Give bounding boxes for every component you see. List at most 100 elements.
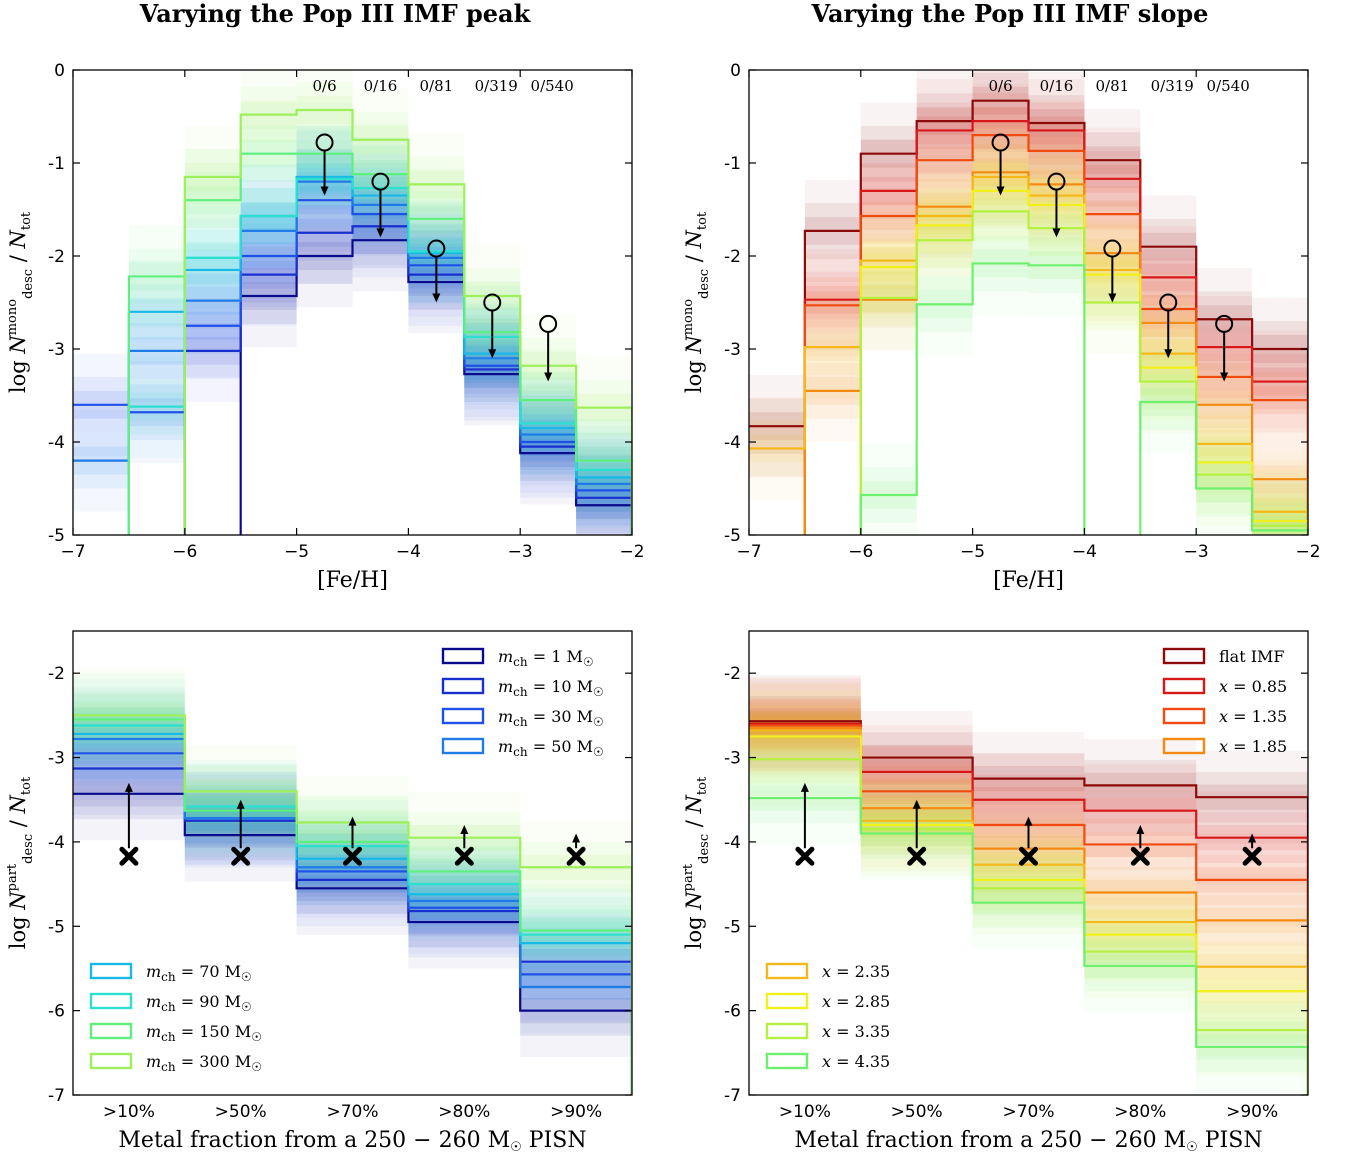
- y-axis-label: log Nmonodesc / Ntot: [681, 211, 712, 393]
- y-axis-label-part: N: [6, 230, 30, 250]
- legend-label: x = 2.35: [822, 962, 890, 981]
- bin-count-annotation: 0/319: [1151, 77, 1194, 95]
- x-tick-label: −5: [284, 542, 309, 562]
- y-tick-label: -2: [48, 664, 65, 684]
- series-line-3: [803, 134, 1308, 535]
- legend-label: x = 1.85: [1219, 737, 1287, 756]
- legend-label-part: x: [822, 992, 831, 1011]
- x-tick-label: −6: [848, 542, 873, 562]
- legend-label: x = 3.35: [822, 1022, 890, 1041]
- band-7-10: [1252, 497, 1308, 535]
- bin-count-annotation: 0/81: [420, 77, 454, 95]
- bin-count-annotation: 0/16: [364, 77, 398, 95]
- legend-label-part: = 1 M: [528, 647, 583, 666]
- legend-swatch: [441, 707, 485, 725]
- legend-swatch: [441, 737, 485, 755]
- x-axis-label: [Fe/H]: [317, 568, 388, 593]
- legend-swatch: [1162, 737, 1206, 755]
- band-8-3: [860, 443, 917, 535]
- legend-label-part: ch: [513, 685, 528, 699]
- legend-label-part: = 150 M: [176, 1022, 252, 1041]
- legend-label-part: m: [498, 677, 513, 696]
- y-tick-label: -4: [48, 433, 65, 453]
- lower-limit-marker: [1242, 846, 1262, 866]
- legend-swatch: [89, 962, 133, 980]
- legend-label-part: x: [822, 962, 831, 981]
- y-tick-label: -3: [48, 340, 65, 360]
- bin-count-annotation: 0/319: [475, 77, 518, 95]
- x-tick-label: −7: [60, 542, 85, 562]
- band-3-10: [576, 439, 632, 535]
- y-tick-label: -5: [48, 917, 65, 937]
- legend-label-part: = 2.35: [831, 962, 890, 981]
- lower-limit-arrowhead: [460, 825, 469, 835]
- y-axis-label-part: mono: [681, 299, 696, 336]
- legend-label-part: = 50 M: [528, 737, 593, 756]
- y-tick-label: -5: [724, 917, 741, 937]
- legend-swatch: [441, 647, 485, 665]
- legend-label-part: = 0.85: [1228, 677, 1287, 696]
- legend-label-part: ☉: [241, 970, 252, 984]
- lower-limit-marker: [119, 846, 139, 866]
- y-tick-label: -2: [724, 664, 741, 684]
- title-right: Varying the Pop III IMF slope: [811, 0, 1209, 28]
- legend-label-part: m: [498, 737, 513, 756]
- legend-swatch: [89, 1022, 133, 1040]
- x-axis-label-part: ☉: [1186, 1140, 1198, 1155]
- y-axis-label-part: log: [6, 910, 30, 949]
- lower-limit-arrowhead: [1136, 825, 1145, 835]
- y-tick-label: -3: [724, 749, 741, 769]
- lower-limit-arrowhead: [1024, 816, 1033, 826]
- y-axis-label-part: part: [681, 863, 696, 891]
- legend-label-part: = 70 M: [176, 962, 241, 981]
- legend-label: flat IMF: [1219, 647, 1285, 666]
- legend-label-part: = 300 M: [176, 1052, 252, 1071]
- x-tick-label: >10%: [103, 1102, 155, 1122]
- legend-label-part: ch: [161, 1000, 176, 1014]
- series-line-4: [803, 171, 1308, 535]
- y-axis-label-part: desc: [21, 834, 36, 864]
- legend-label: mch = 150 M☉: [146, 1022, 262, 1044]
- lower-limit-arrowhead: [236, 799, 245, 809]
- legend-label-part: = 2.85: [831, 992, 890, 1011]
- lower-limit-marker: [907, 846, 927, 866]
- y-axis-label-part: log: [682, 910, 706, 949]
- x-tick-label: −4: [396, 542, 421, 562]
- legend-label-part: ☉: [593, 685, 604, 699]
- legend-swatch: [765, 992, 809, 1010]
- y-tick-label: -4: [48, 833, 65, 853]
- lower-limit-marker: [343, 846, 362, 866]
- y-axis-label: log Npartdesc / Ntot: [5, 776, 36, 949]
- legend-swatch: [765, 962, 809, 980]
- band-8-9: [1196, 437, 1253, 535]
- y-axis-label-part: N: [6, 891, 30, 911]
- band-7-10: [1252, 511, 1308, 535]
- legend-label: x = 4.35: [822, 1052, 890, 1071]
- legend-swatch: [1162, 707, 1206, 725]
- legend-label-part: ch: [161, 970, 176, 984]
- upper-limit-arrowhead: [1220, 372, 1229, 382]
- legend-label: mch = 70 M☉: [146, 962, 252, 984]
- x-axis-label: Metal fraction from a 250 − 260 M☉ PISN: [794, 1128, 1262, 1155]
- y-tick-label: -5: [48, 526, 65, 546]
- legend-label-part: ch: [513, 745, 528, 759]
- legend-label-part: ch: [513, 715, 528, 729]
- y-tick-label: -3: [724, 340, 741, 360]
- x-axis-label-part: PISN: [522, 1128, 587, 1153]
- y-tick-label: 0: [730, 61, 741, 81]
- y-axis-label-part: N: [6, 794, 30, 814]
- series-line-6: [127, 177, 632, 535]
- upper-limit-arrowhead: [1164, 349, 1173, 359]
- title-left: Varying the Pop III IMF peak: [139, 0, 532, 28]
- y-axis-label-part: desc: [21, 269, 36, 299]
- x-tick-label: −4: [1072, 542, 1097, 562]
- y-axis-label-part: /: [6, 813, 30, 833]
- y-tick-label: -2: [724, 247, 741, 267]
- panel-top-right: -5 -4 -3 -2 -1 0 −7 −6 −5 −4 −3 −2 [Fe/H] log Nmonode…: [681, 61, 1321, 593]
- plot-frame: [748, 69, 1309, 536]
- legend-label: mch = 30 M☉: [498, 707, 604, 729]
- x-tick-label: >80%: [1114, 1102, 1166, 1122]
- y-axis-label-part: N: [682, 230, 706, 250]
- legend-label-part: x: [1219, 707, 1228, 726]
